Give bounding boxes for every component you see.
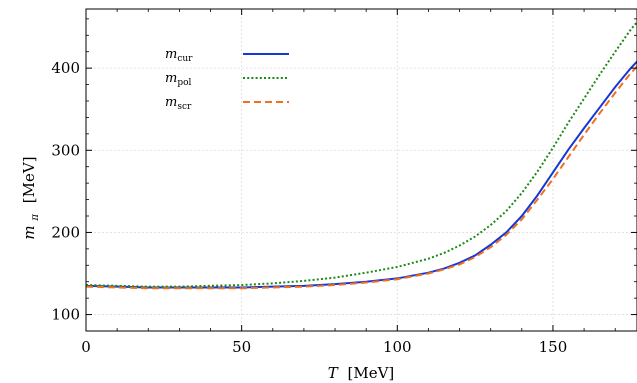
series-lines — [86, 22, 637, 288]
y-axis-label: m π [MeV] — [20, 156, 42, 239]
x-axis-label: T [MeV] — [328, 364, 395, 382]
y-tick-label: 300 — [51, 141, 80, 159]
x-axis-unit: [MeV] — [348, 364, 395, 382]
y-axis-subscript: π — [30, 214, 41, 222]
x-axis-variable: T — [328, 364, 339, 382]
y-axis-unit: [MeV] — [20, 156, 38, 203]
y-tick-label: 200 — [51, 223, 80, 241]
x-tick-label: 100 — [383, 338, 412, 356]
y-tick-label: 100 — [51, 306, 80, 324]
x-tick-label: 0 — [81, 338, 91, 356]
y-tick-label: 400 — [51, 59, 80, 77]
legend: mcur mpol mscr — [165, 47, 289, 112]
x-tick-label: 150 — [539, 338, 568, 356]
x-tick-label: 50 — [232, 338, 251, 356]
legend-label-cur: mcur — [165, 47, 193, 64]
y-axis-variable: m — [20, 225, 38, 239]
legend-label-scr: mscr — [165, 95, 192, 112]
legend-label-pol: mpol — [165, 71, 192, 88]
